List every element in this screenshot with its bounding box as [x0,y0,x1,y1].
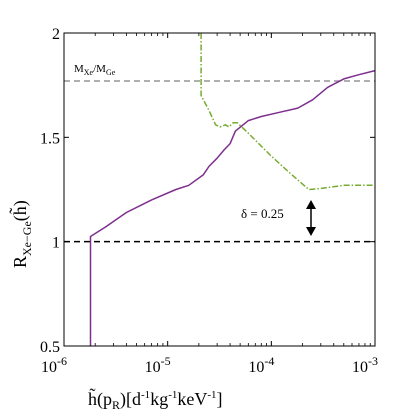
y-tick-label: 1.5 [40,130,60,147]
y-tick-label: 2 [52,26,60,43]
series-group [89,33,376,346]
plot-area [64,33,375,346]
x-tick-label: 10-3 [352,354,378,376]
tick-labels: 10-6 10-5 10-4 10-3 0.5 1 1.5 2 [40,26,378,376]
reference-lines [64,80,375,243]
y-axis-label: RXe−Ge(h̃) [8,200,34,268]
mass-ratio-label: MXe/MGe [74,63,116,77]
delta-label: δ = 0.25 [241,206,284,221]
plot-frame [63,32,376,347]
series-line-1 [89,69,376,346]
y-tick-label: 1 [52,235,60,252]
x-tick-label: 10-4 [248,354,274,376]
y-tick-label: 0.5 [40,339,60,356]
delta-arrow-icon [306,200,316,236]
x-tick-label: 10-5 [145,354,171,376]
x-axis-label: h̃(pR)[d-1kg-1keV-1] [88,387,223,412]
x-tick-label: 10-6 [41,354,67,376]
series-line-2 [200,33,375,191]
